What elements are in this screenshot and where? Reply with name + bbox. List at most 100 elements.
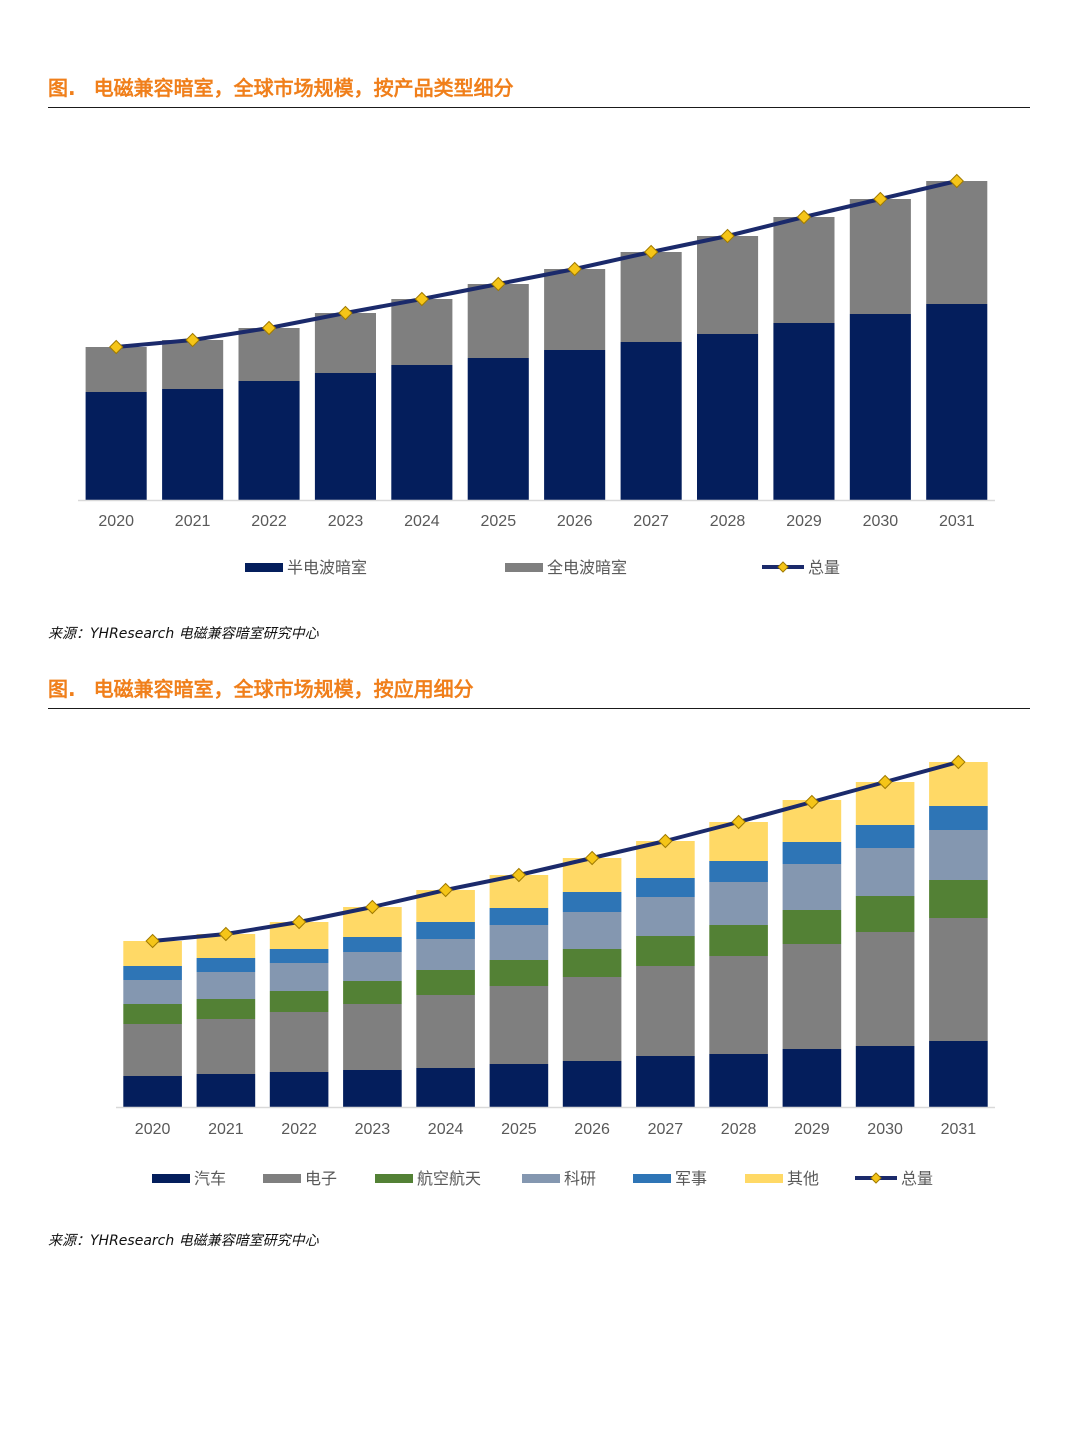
bar-汽车-2031 (929, 1041, 988, 1107)
legend-swatch-汽车 (152, 1174, 190, 1183)
bar-电子-2020 (123, 1024, 182, 1076)
bar-汽车-2021 (196, 1074, 256, 1107)
total-marker-2026 (567, 261, 582, 277)
x-tick-label: 2031 (941, 1121, 977, 1138)
total-line (152, 760, 959, 943)
legend-swatch-其他 (745, 1174, 783, 1183)
bar-全电波暗室-2020 (85, 347, 147, 392)
bar-电子-2026 (562, 977, 622, 1061)
bar-航空航天-2023 (343, 981, 402, 1004)
bar-半电波暗室-2025 (467, 358, 529, 500)
bar-全电波暗室-2027 (620, 252, 682, 342)
bar-航空航天-2028 (709, 925, 768, 956)
bar-军事-2026 (562, 892, 622, 912)
legend-label: 半电波暗室 (287, 558, 367, 577)
bar-航空航天-2020 (123, 1004, 182, 1024)
total-marker-2022 (261, 320, 277, 336)
total-marker-2031 (949, 173, 964, 189)
bar-全电波暗室-2026 (544, 269, 606, 350)
total-marker-2021 (185, 332, 200, 348)
bar-半电波暗室-2020 (85, 392, 147, 500)
bar-电子-2023 (343, 1004, 402, 1070)
bar-军事-2020 (123, 966, 182, 980)
chart-application: 2020 2021 2022 2023 2024 2025 2026 2027 2028 2029… (116, 754, 995, 1188)
total-marker-2028 (720, 228, 735, 244)
bar-汽车-2030 (855, 1046, 915, 1107)
bar-军事-2021 (196, 958, 256, 972)
bar-航空航天-2029 (782, 910, 842, 944)
legend-swatch-科研 (522, 1174, 560, 1183)
legend-label: 电子 (305, 1169, 337, 1188)
bar-全电波暗室-2022 (238, 328, 300, 381)
bar-科研-2026 (562, 912, 622, 949)
bar-军事-2023 (343, 937, 402, 952)
bar-航空航天-2031 (929, 880, 988, 918)
figure1-label: 图. (48, 76, 76, 100)
legend-label: 总量 (808, 558, 840, 577)
bar-汽车-2029 (782, 1049, 842, 1107)
bar-航空航天-2025 (489, 960, 549, 986)
x-tick-label: 2021 (175, 513, 211, 530)
x-tick-label: 2027 (633, 513, 669, 530)
bar-电子-2031 (929, 918, 988, 1041)
legend-marker-总量 (777, 561, 789, 573)
bar-军事-2030 (855, 825, 915, 848)
figure2-title-text: 电磁兼容暗室，全球市场规模，按应用细分 (93, 677, 474, 701)
bar-汽车-2023 (343, 1070, 402, 1107)
bar-科研-2027 (636, 897, 695, 936)
total-marker-2025 (511, 867, 527, 883)
total-marker-2023 (365, 899, 380, 915)
x-tick-label: 2028 (721, 1121, 757, 1138)
bar-半电波暗室-2029 (773, 323, 835, 500)
bar-科研-2020 (123, 980, 182, 1004)
bar-汽车-2025 (489, 1064, 549, 1107)
legend-label: 汽车 (194, 1169, 226, 1188)
bar-科研-2022 (269, 963, 329, 991)
figure1-source: 来源：YHResearch 电磁兼容暗室研究中心 (48, 626, 319, 642)
bar-航空航天-2030 (855, 896, 915, 932)
legend-swatch-电子 (263, 1174, 301, 1183)
bar-电子-2024 (416, 995, 475, 1068)
total-marker-2030 (873, 191, 888, 207)
x-tick-label: 2026 (557, 513, 593, 530)
figure2-label: 图. (48, 677, 76, 701)
x-tick-label: 2022 (281, 1121, 317, 1138)
bar-全电波暗室-2031 (926, 181, 988, 304)
x-tick-label: 2030 (863, 513, 899, 530)
x-tick-label: 2025 (481, 513, 517, 530)
bar-电子-2028 (709, 956, 768, 1054)
x-tick-label: 2025 (501, 1121, 537, 1138)
total-marker-2022 (291, 914, 307, 930)
total-marker-2025 (491, 276, 506, 292)
bar-全电波暗室-2030 (849, 199, 911, 314)
bar-科研-2029 (782, 864, 842, 910)
x-tick-label: 2028 (710, 513, 746, 530)
bar-全电波暗室-2024 (391, 299, 453, 365)
bar-半电波暗室-2030 (849, 314, 911, 500)
bar-汽车-2022 (269, 1072, 329, 1107)
total-marker-2023 (338, 305, 353, 321)
bar-电子-2029 (782, 944, 842, 1049)
x-tick-label: 2022 (251, 513, 287, 530)
bar-半电波暗室-2022 (238, 381, 300, 500)
legend-label: 航空航天 (417, 1169, 481, 1188)
chart-product-type: 2020 2021 2022 2023 2024 2025 2026 2027 2028 2029… (78, 173, 995, 577)
bar-航空航天-2026 (562, 949, 622, 977)
figure2-source: 来源：YHResearch 电磁兼容暗室研究中心 (48, 1233, 319, 1249)
bar-电子-2021 (196, 1019, 256, 1074)
total-marker-2026 (584, 850, 600, 866)
bar-半电波暗室-2027 (620, 342, 682, 500)
legend-label: 科研 (564, 1169, 596, 1188)
total-marker-2029 (804, 794, 820, 810)
legend-swatch-航空航天 (375, 1174, 413, 1183)
total-marker-2029 (796, 209, 812, 225)
legend-swatch-半电波暗室 (245, 563, 283, 572)
legend-label: 全电波暗室 (547, 558, 627, 577)
bar-全电波暗室-2023 (314, 313, 376, 373)
bar-电子-2025 (489, 986, 549, 1064)
bar-半电波暗室-2026 (544, 350, 606, 500)
bar-全电波暗室-2025 (467, 284, 529, 358)
bar-军事-2031 (929, 806, 988, 830)
bar-航空航天-2021 (196, 999, 256, 1019)
bar-半电波暗室-2021 (162, 389, 224, 500)
